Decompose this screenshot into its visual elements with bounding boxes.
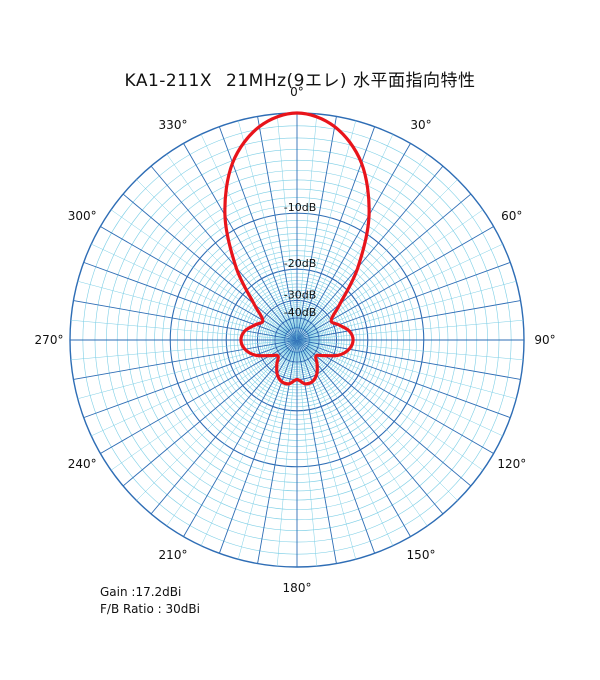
radial-tick-label: -20dB	[284, 257, 317, 270]
grid-spoke-major	[83, 261, 298, 341]
grid-spoke-minor	[296, 243, 503, 341]
grid-spoke-major	[296, 339, 472, 487]
grid-spoke-minor	[296, 281, 517, 341]
grid-spoke-minor	[296, 179, 458, 341]
grid-spoke-minor	[296, 134, 394, 341]
grid-spoke-major	[296, 339, 376, 554]
grid-spoke-major	[296, 143, 411, 341]
angle-tick-label: 30°	[410, 118, 431, 132]
grid-spoke-minor	[77, 339, 298, 399]
grid-spoke-major	[296, 339, 521, 380]
radial-tick-label: -40dB	[284, 306, 317, 319]
chart-title: KA1-211X 21MHz(9エレ) 水平面指向特性	[0, 66, 600, 91]
gain-text: Gain :17.2dBi	[100, 585, 182, 599]
grid-spoke-major	[122, 193, 298, 341]
grid-spoke-minor	[136, 339, 298, 501]
grid-spoke-major	[257, 116, 298, 341]
grid-spoke-minor	[200, 134, 298, 341]
angle-tick-label: 150°	[407, 548, 436, 562]
angle-tick-label: 210°	[159, 548, 188, 562]
angle-tick-label: 240°	[68, 457, 97, 471]
angle-tick-label: 90°	[534, 333, 555, 347]
grid-spoke-minor	[276, 339, 298, 567]
grid-spoke-minor	[110, 339, 298, 471]
grid-spoke-major	[73, 300, 298, 341]
grid-spoke-major	[296, 339, 511, 419]
radiation-pattern	[223, 111, 371, 386]
grid-spoke-minor	[296, 339, 484, 471]
angle-tick-label: 180°	[283, 581, 312, 595]
angle-tick-label: 120°	[497, 457, 526, 471]
grid-spoke-major	[296, 165, 444, 341]
grid-spoke-major	[100, 339, 298, 454]
grid-spoke-major	[296, 116, 337, 341]
grid-spoke-minor	[296, 339, 394, 546]
grid-spoke-major	[73, 339, 298, 380]
radial-tick-label: -10dB	[284, 201, 317, 214]
grid-spoke-major	[296, 339, 337, 564]
polar-grid	[69, 112, 525, 568]
grid-spoke-major	[296, 339, 444, 515]
title-subtitle: 21MHz(9エレ) 水平面指向特性	[226, 71, 476, 91]
grid-spoke-major	[296, 261, 511, 341]
grid-spoke-minor	[296, 319, 524, 341]
grid-spoke-minor	[136, 179, 298, 341]
grid-spoke-minor	[70, 319, 298, 341]
radial-tick-label: -30dB	[284, 288, 317, 301]
grid-spoke-major	[257, 339, 298, 564]
grid-spoke-minor	[91, 243, 298, 341]
grid-spoke-minor	[296, 339, 458, 501]
title-model: KA1-211X	[124, 71, 213, 91]
grid-spoke-minor	[70, 339, 298, 361]
grid-spoke-minor	[200, 339, 298, 546]
grid-spoke-minor	[166, 153, 298, 341]
angle-tick-label: 330°	[159, 118, 188, 132]
grid-spoke-minor	[296, 339, 524, 361]
fb-ratio-text: F/B Ratio : 30dBi	[100, 602, 200, 616]
grid-spoke-major	[150, 165, 298, 341]
grid-spoke-minor	[296, 339, 356, 560]
pattern-line	[223, 111, 371, 386]
radial-tick-labels: -10dB -20dB -30dB -40dB	[284, 201, 317, 319]
grid-spoke-major	[122, 339, 298, 487]
grid-spoke-minor	[296, 339, 517, 399]
angle-tick-label: 0°	[290, 85, 304, 99]
grid-spoke-minor	[238, 339, 298, 560]
angle-tick-label: 300°	[68, 209, 97, 223]
angle-tick-label: 270°	[35, 333, 64, 347]
angle-tick-label: 60°	[501, 209, 522, 223]
grid-spoke-minor	[77, 281, 298, 341]
specs-notes: Gain :17.2dBi F/B Ratio : 30dBi	[100, 584, 200, 618]
angle-tick-labels: 0° 30° 60° 90° 120° 150° 180° 210° 240° 270° 300° 3…	[35, 85, 556, 595]
grid-spoke-major	[296, 193, 472, 341]
grid-spoke-minor	[110, 209, 298, 341]
grid-spoke-minor	[296, 113, 318, 341]
grid-spoke-minor	[276, 113, 298, 341]
grid-spoke-minor	[296, 209, 484, 341]
grid-spoke-minor	[238, 120, 298, 341]
grid-spoke-major	[296, 300, 521, 341]
grid-spoke-major	[83, 339, 298, 419]
grid-spoke-major	[296, 339, 494, 454]
grid-spoke-major	[183, 143, 298, 341]
grid-spoke-major	[150, 339, 298, 515]
grid-spoke-major	[218, 339, 298, 554]
grid-spoke-minor	[296, 153, 428, 341]
grid-spoke-minor	[296, 339, 318, 567]
grid-spoke-minor	[296, 120, 356, 341]
